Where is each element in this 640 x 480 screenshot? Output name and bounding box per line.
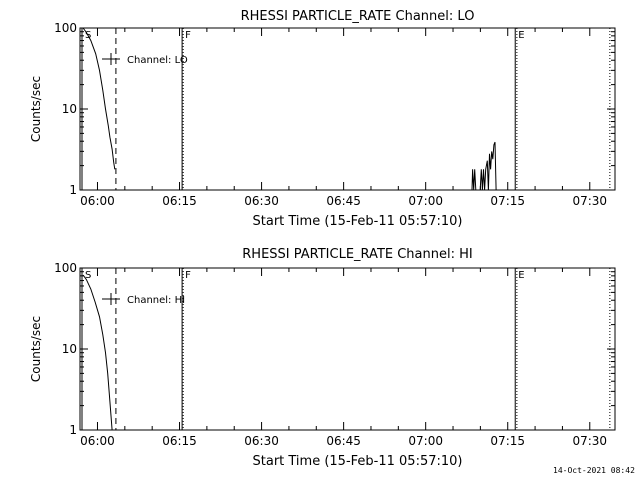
y-tick-label: 100	[54, 21, 77, 35]
legend-label: Channel: LO	[127, 55, 188, 66]
y-tick-label: 100	[54, 261, 77, 275]
x-tick-label: 06:00	[80, 194, 115, 208]
y-tick-label: 1	[69, 183, 77, 197]
chart-title: RHESSI PARTICLE_RATE Channel: LO	[241, 9, 475, 24]
x-tick-label: 07:30	[572, 434, 607, 448]
x-axis-label: Start Time (15-Feb-11 05:57:10)	[253, 454, 463, 469]
marker-label: E	[518, 30, 524, 41]
x-tick-label: 06:45	[326, 434, 361, 448]
y-tick-label: 10	[62, 342, 77, 356]
x-tick-label: 06:15	[162, 194, 197, 208]
x-tick-label: 06:15	[162, 434, 197, 448]
marker-label: S	[85, 270, 91, 281]
marker-label: E	[518, 270, 524, 281]
x-tick-label: 07:15	[490, 194, 525, 208]
x-tick-label: 06:45	[326, 194, 361, 208]
plot-frame	[79, 267, 616, 431]
chart-title: RHESSI PARTICLE_RATE Channel: HI	[242, 247, 472, 262]
series-line-hi	[82, 274, 113, 431]
y-tick-label: 10	[62, 102, 77, 116]
y-axis-label: Counts/sec	[29, 316, 43, 382]
x-axis-label: Start Time (15-Feb-11 05:57:10)	[253, 214, 463, 229]
x-tick-label: 06:30	[244, 194, 279, 208]
x-tick-label: 06:00	[80, 434, 115, 448]
marker-label: F	[185, 270, 191, 281]
x-tick-label: 06:30	[244, 434, 279, 448]
legend-label: Channel: HI	[127, 295, 185, 306]
marker-label: F	[185, 30, 191, 41]
x-tick-label: 07:00	[408, 434, 443, 448]
x-tick-label: 07:00	[408, 194, 443, 208]
x-tick-label: 07:15	[490, 434, 525, 448]
y-tick-label: 1	[69, 423, 77, 437]
plot-frame	[79, 27, 616, 191]
y-axis-label: Counts/sec	[29, 76, 43, 142]
timestamp: 14-Oct-2021 08:42	[553, 466, 635, 475]
x-tick-label: 07:30	[572, 194, 607, 208]
series-line-lo	[82, 27, 497, 191]
